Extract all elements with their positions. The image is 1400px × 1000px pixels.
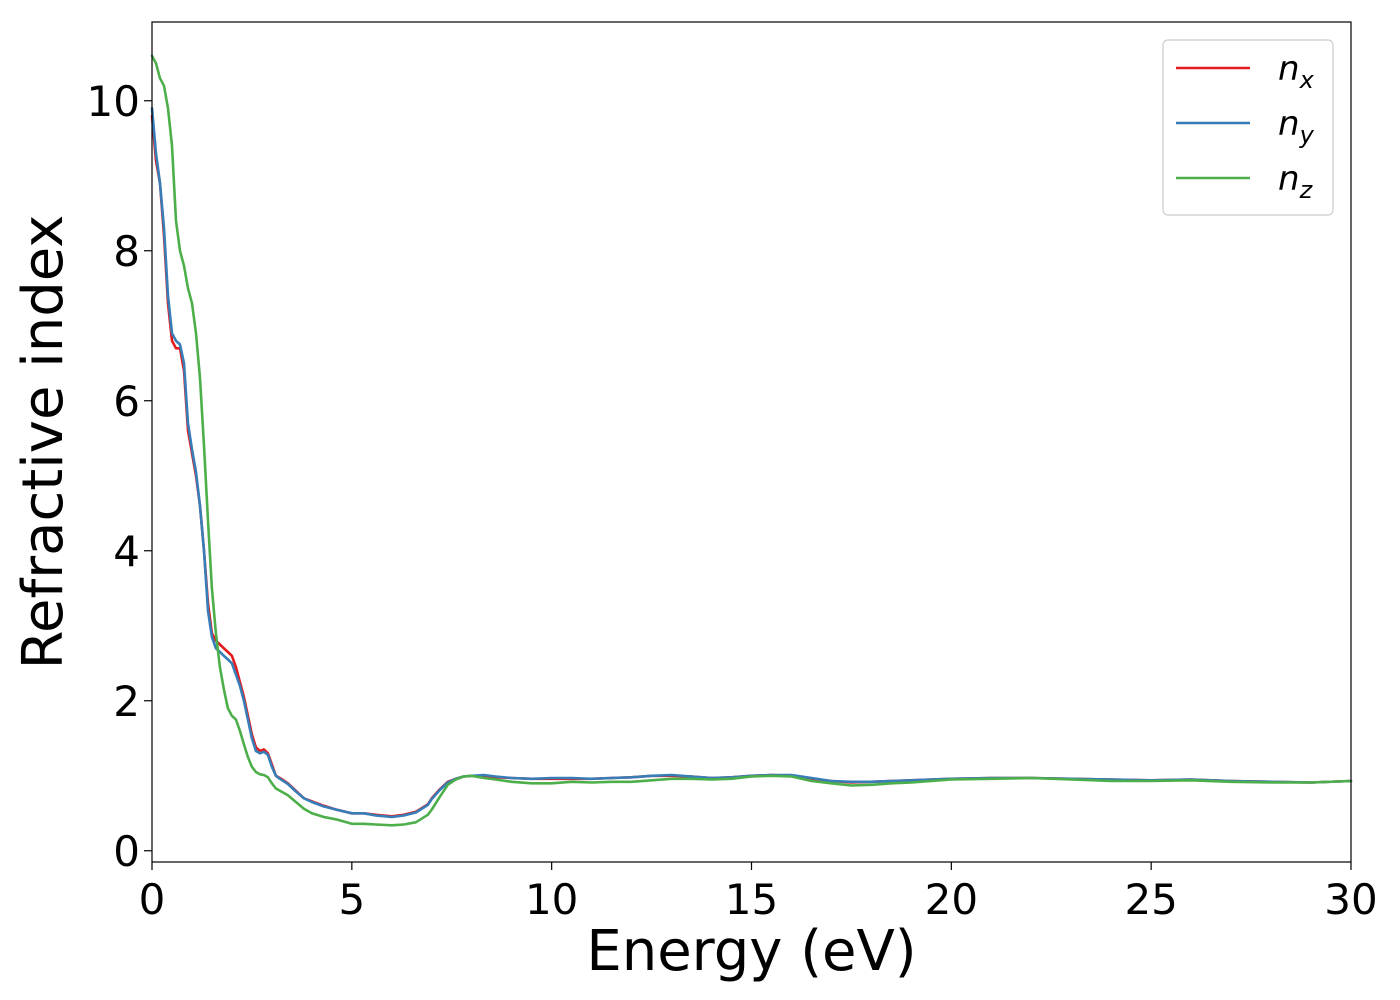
x-tick-label: 10	[525, 875, 578, 924]
y-tick-label: 8	[113, 227, 140, 276]
series-line-ny	[150, 107, 1353, 819]
series-line-nz	[150, 54, 1353, 827]
legend-label: ny	[1278, 104, 1315, 149]
y-tick-label: 4	[113, 527, 140, 576]
x-tick-label: 0	[139, 875, 166, 924]
legend-label-subscript: z	[1299, 176, 1314, 204]
legend-label-subscript: x	[1299, 66, 1315, 94]
x-tick-label: 30	[1324, 875, 1377, 924]
series-lines	[150, 54, 1353, 827]
legend-label-base: n	[1278, 49, 1300, 89]
legend-label-base: n	[1278, 104, 1300, 144]
y-axis-ticks: 0 2 4 6 8 10	[87, 77, 152, 876]
y-tick-label: 2	[113, 677, 140, 726]
legend-box	[1162, 39, 1334, 216]
x-tick-label: 15	[725, 875, 778, 924]
x-tick-label: 5	[338, 875, 365, 924]
y-tick-label: 10	[87, 77, 140, 126]
y-axis-label: Refractive index	[11, 215, 76, 670]
x-axis-label: Energy (eV)	[586, 919, 916, 984]
y-tick-label: 0	[113, 827, 140, 876]
x-axis-ticks: 0 5 10 15 20 25 30	[139, 862, 1378, 924]
legend-label-subscript: y	[1299, 121, 1315, 149]
legend-label-base: n	[1278, 159, 1300, 199]
legend-label: nx	[1278, 49, 1315, 94]
series-line-nx	[150, 114, 1353, 818]
y-tick-label: 6	[113, 377, 140, 426]
legend-label: nz	[1278, 159, 1314, 204]
x-tick-label: 25	[1124, 875, 1177, 924]
x-tick-label: 20	[925, 875, 978, 924]
